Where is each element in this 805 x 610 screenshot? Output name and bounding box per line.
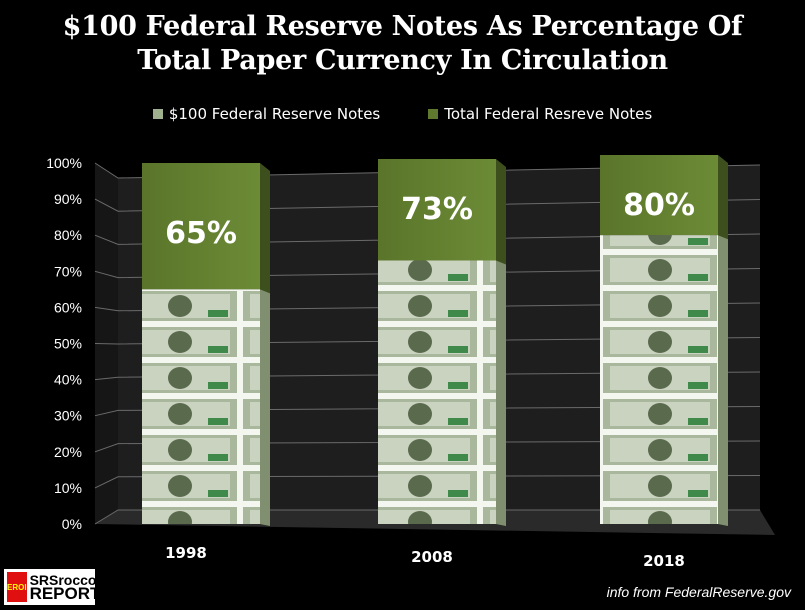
srsrocco-logo: EROI SRSrocco REPORT: [4, 569, 100, 605]
gridline: [94, 509, 760, 525]
bar-100-notes: [142, 289, 260, 524]
gridline: [94, 475, 761, 489]
data-label: 65%: [165, 216, 237, 251]
y-tick-label: 30%: [54, 408, 82, 424]
y-tick-label: 0%: [62, 516, 82, 532]
y-tick-label: 10%: [54, 480, 82, 496]
legend-swatch: [152, 109, 163, 119]
eroi-badge: EROI: [7, 572, 27, 602]
gridline: [94, 268, 761, 279]
title-line-1: $100 Federal Reserve Notes As Percentage…: [62, 11, 743, 42]
bar-total-notes: [142, 163, 260, 290]
x-tick-label: 1998: [165, 544, 207, 562]
bar-total-notes: [378, 159, 496, 261]
gridline: [94, 198, 761, 212]
y-tick-label: 40%: [54, 372, 82, 388]
gridline: [94, 440, 761, 453]
source-note: info from FederalReserve.gov: [606, 584, 791, 600]
gridline: [94, 406, 761, 417]
y-tick-label: 100%: [46, 155, 82, 171]
y-tick-label: 60%: [54, 299, 82, 315]
data-label: 73%: [401, 192, 473, 227]
title-line-2: Total Paper Currency In Circulation: [137, 45, 668, 76]
x-tick-label: 2008: [411, 548, 453, 566]
legend-item-total-notes: Total Federal Resreve Notes: [428, 105, 652, 123]
bar-side-100: [718, 235, 728, 526]
legend: $100 Federal Reserve Notes Total Federal…: [0, 105, 805, 123]
bar-total-notes: [600, 155, 718, 236]
y-tick-label: 80%: [54, 227, 82, 243]
y-tick-label: 90%: [54, 191, 82, 207]
y-tick-label: 20%: [54, 444, 82, 460]
legend-item-100-notes: $100 Federal Reserve Notes: [152, 105, 381, 123]
gridline: [94, 337, 761, 345]
gridline: [94, 162, 761, 179]
y-tick-label: 50%: [54, 336, 82, 352]
legend-swatch: [428, 109, 439, 119]
legend-label: $100 Federal Reserve Notes: [168, 105, 381, 123]
legend-label: Total Federal Resreve Notes: [444, 105, 653, 123]
data-label: 80%: [623, 188, 695, 223]
gridline: [94, 233, 761, 245]
chart-title: $100 Federal Reserve Notes As Percentage…: [0, 10, 805, 78]
y-tick-label: 70%: [54, 263, 82, 279]
x-tick-label: 2018: [643, 552, 685, 570]
bar-side-100: [260, 289, 270, 526]
gridline: [94, 302, 761, 312]
bar-side-100: [496, 260, 506, 526]
bar-100-notes: [378, 260, 496, 524]
bar-100-notes: [600, 235, 718, 524]
gridline: [94, 371, 761, 381]
